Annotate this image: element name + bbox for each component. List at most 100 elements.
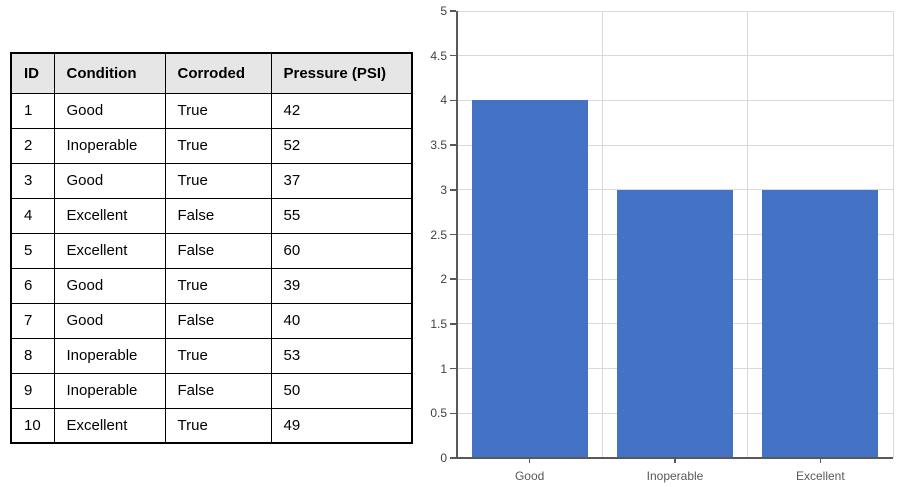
records-table: ID Condition Corroded Pressure (PSI) 1 Good T… [10,52,413,444]
table-cell: False [164,372,272,409]
table-cell: 1 [10,92,55,129]
table-cell: Inoperable [53,127,166,164]
gridline-horizontal [457,99,893,101]
y-axis-tick-label: 1 [440,361,447,376]
table-row: 10 Excellent True 49 [10,407,413,444]
table-header-row: ID Condition Corroded Pressure (PSI) [10,52,413,94]
table-cell: True [164,267,272,304]
table-cell: Good [53,267,166,304]
table-cell: 7 [10,302,55,339]
table-row: 6 Good True 39 [10,267,413,304]
table-row: 8 Inoperable True 53 [10,337,413,374]
table-cell: 52 [270,127,413,164]
y-axis-tick [450,54,456,57]
table-cell: 10 [10,407,55,444]
table-cell: Good [53,92,166,129]
column-header: Condition [53,52,166,94]
table-cell: True [164,407,272,444]
y-axis-tick [450,99,456,102]
table-cell: 8 [10,337,55,374]
bar-excellent [762,189,879,458]
y-axis-tick-label: 2.5 [430,227,447,242]
table-cell: 50 [270,372,413,409]
table-cell: False [164,302,272,339]
table-cell: Good [53,162,166,199]
y-axis-tick-label: 2 [440,272,447,287]
gridline-vertical [601,11,603,458]
table-cell: 39 [270,267,413,304]
table-row: 1 Good True 42 [10,92,413,129]
y-axis-tick [450,278,456,280]
table-cell: True [164,337,272,374]
table-cell: 53 [270,337,413,374]
table-row: 4 Excellent False 55 [10,197,413,234]
y-axis-tick [450,323,456,325]
y-axis-tick-label: 1.5 [430,316,447,331]
y-axis-tick [450,189,456,191]
column-header: Pressure (PSI) [270,52,413,94]
x-axis-tick [819,458,822,463]
y-axis-tick-label: 0 [440,451,447,465]
x-axis-line [456,457,893,459]
table-cell: 4 [10,197,55,234]
table-cell: 6 [10,267,55,304]
table-cell: 42 [270,92,413,129]
table-cell: True [164,162,272,199]
column-header: Corroded [164,52,272,94]
y-axis-tick-label: 5 [440,4,447,18]
records-table-header: ID Condition Corroded Pressure (PSI) [10,52,413,94]
gridline-horizontal [457,55,893,57]
bar-chart-plot-area: 0 0.5 1 1.5 2 2.5 3 3.5 4 4.5 5 Good Inoperable Excel… [430,5,894,482]
gridline-horizontal [457,10,893,12]
x-category-label: Inoperable [646,469,704,483]
y-axis-tick [450,10,456,12]
table-row: 9 Inoperable False 50 [10,372,413,409]
y-axis-tick [450,233,456,236]
gridline-horizontal [457,189,893,191]
y-axis-tick [450,367,456,370]
table-cell: Excellent [53,232,166,269]
x-category-label: Excellent [795,469,845,483]
y-axis-tick-label: 0.5 [430,406,447,421]
table-cell: 9 [10,372,55,409]
table-cell: 49 [270,407,413,444]
table-cell: Inoperable [53,372,166,409]
records-table-body: 1 Good True 42 2 Inoperable True 52 3 Good True 37 4… [10,92,413,444]
table-cell: False [164,197,272,234]
y-axis-tick [450,144,456,146]
table-cell: Inoperable [53,337,166,374]
table-cell: 60 [270,232,413,269]
y-axis-tick [450,457,456,459]
table-cell: 5 [10,232,55,269]
table-cell: Excellent [53,407,166,444]
table-cell: 3 [10,162,55,199]
table-cell: Excellent [53,197,166,234]
y-axis-tick-label: 4 [440,93,447,108]
table-cell: 2 [10,127,55,164]
bar-inoperable [616,189,734,458]
y-axis-tick-label: 4.5 [430,48,447,63]
gridline-horizontal [457,144,893,146]
y-axis-tick [450,412,456,415]
table-row: 5 Excellent False 60 [10,232,413,269]
x-axis-tick [528,458,531,463]
gridline-vertical [892,11,894,458]
table-cell: True [164,92,272,129]
table-cell: True [164,127,272,164]
table-row: 2 Inoperable True 52 [10,127,413,164]
table-cell: False [164,232,272,269]
table-cell: 37 [270,162,413,199]
table-row: 3 Good True 37 [10,162,413,199]
gridline-vertical [747,11,749,458]
table-cell: 55 [270,197,413,234]
table-row: 7 Good False 40 [10,302,413,339]
table-cell: Good [53,302,166,339]
bar-good [471,100,588,458]
table-cell: 40 [270,302,413,339]
y-axis-line [456,11,458,458]
x-category-label: Good [514,469,545,483]
column-header: ID [10,52,55,94]
y-axis-tick-label: 3.5 [430,138,447,153]
y-axis-tick-label: 3 [440,182,447,197]
